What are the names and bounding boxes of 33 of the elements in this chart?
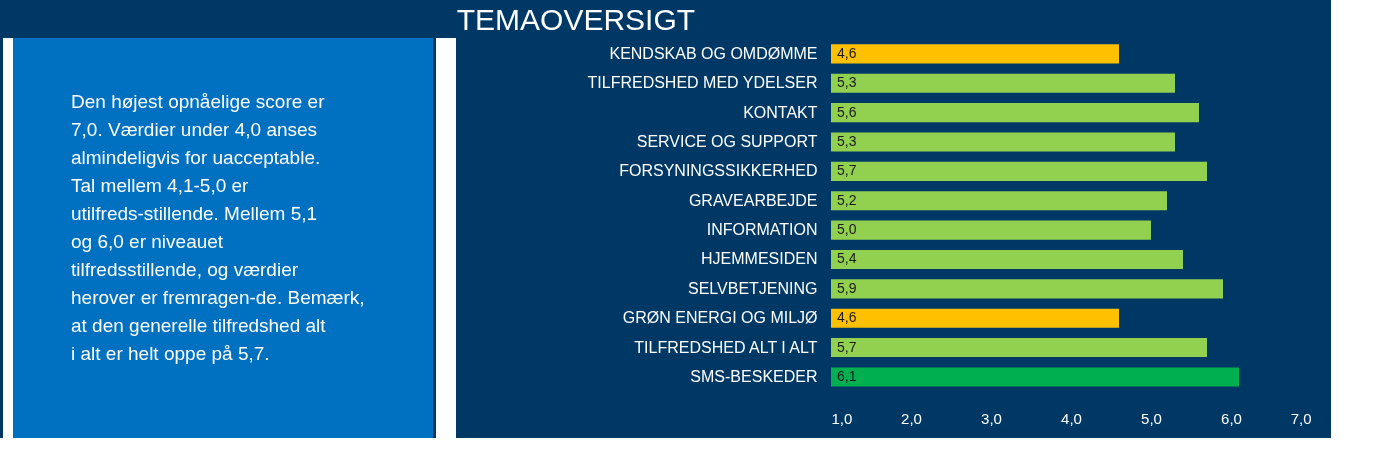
data-label: 5,7	[837, 338, 857, 355]
y-tick-label: INFORMATION	[706, 221, 818, 239]
y-tick-label: SMS-BESKEDER	[690, 367, 818, 385]
data-label: 5,2	[837, 191, 857, 208]
y-tick-label: SELVBETJENING	[687, 279, 818, 297]
x-tick-label: 4,0	[1061, 409, 1082, 427]
x-tick-label: 2,0	[901, 409, 922, 427]
y-tick-label: HJEMMESIDEN	[701, 250, 818, 268]
y-tick-label: GRØN ENERGI OG MILJØ	[622, 309, 818, 327]
text: Den højest opnåelige score er 7,0. Værdier under 4,0 anses almindeligvis for uacceptable. Tal mellem 4,1-5,0 er utilfreds-stillende. Mellem 5,1 og 6,0 er niveauet tilfredsstillende, og værdier herover er fremragen-de. Bemærk, at den generelle tilfredshed alt i alt er helt oppe på 5,7.	[71, 91, 365, 364]
data-label: 5,3	[837, 132, 857, 149]
y-tick-label: TILFREDSHED ALT I ALT	[634, 338, 818, 356]
y-tick-label: KONTAKT	[743, 103, 818, 121]
data-label: 5,7	[837, 162, 857, 179]
text: TEMAOVERSIGT	[456, 3, 696, 36]
data-label: 5,3	[837, 74, 857, 91]
y-tick-label: KENDSKAB OG OMDØMME	[609, 44, 818, 62]
data-label: 6,1	[837, 367, 857, 384]
data-label: 5,4	[837, 250, 857, 267]
x-tick-label: 6,0	[1221, 409, 1242, 427]
y-tick-label: GRAVEARBEJDE	[688, 191, 818, 209]
y-tick-label: TILFREDSHED MED YDELSER	[587, 74, 818, 92]
x-tick-label: 5,0	[1141, 409, 1162, 427]
data-label: 4,6	[837, 309, 857, 326]
data-label: 4,6	[837, 44, 857, 61]
y-tick-label: SERVICE OG SUPPORT	[636, 132, 818, 150]
x-tick-label: 7,0	[1290, 409, 1312, 427]
x-tick-label: 3,0	[981, 409, 1002, 427]
data-label: 5,9	[837, 279, 857, 296]
data-label: 5,0	[837, 221, 857, 238]
data-label: 5,6	[837, 103, 857, 120]
x-tick-label: 1,0	[831, 409, 853, 427]
y-tick-label: FORSYNINGSSIKKERHED	[619, 162, 818, 180]
